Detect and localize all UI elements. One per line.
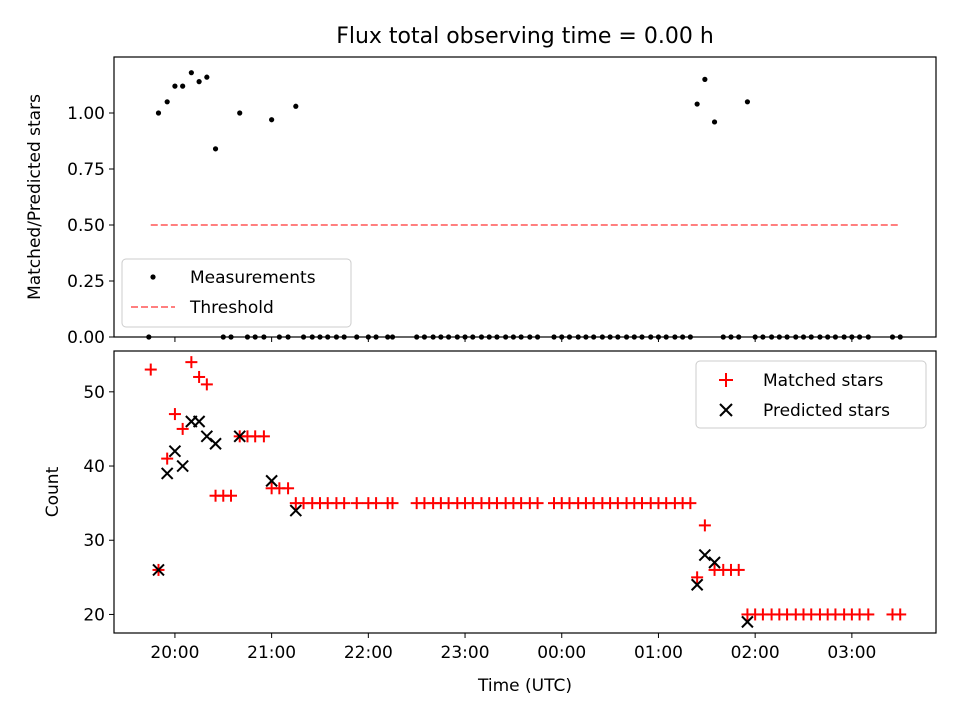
legend-measurements-label: Measurements — [190, 268, 316, 288]
matched-star-marker — [185, 356, 198, 369]
matched-star-marker — [370, 497, 383, 510]
measurement-point — [269, 117, 275, 123]
measurement-point — [212, 146, 219, 152]
bottom-xtick-label: 00:00 — [537, 643, 586, 663]
top-ytick-label: 0.25 — [67, 272, 105, 292]
measurement-point — [196, 79, 202, 85]
matched-star-marker — [144, 363, 157, 376]
matched-star-marker — [732, 563, 745, 576]
measurement-point — [188, 70, 194, 76]
predicted-star-marker — [265, 474, 278, 488]
top-ytick-label: 1.00 — [67, 104, 105, 124]
predicted-star-marker — [708, 556, 721, 569]
bottom-axes-frame — [113, 350, 937, 634]
top-axes-frame — [113, 56, 937, 338]
bottom-xtick-label: 02:00 — [731, 643, 780, 663]
legend-predicted-label: Predicted stars — [763, 401, 890, 421]
measurement-point — [694, 101, 700, 107]
bottom-yticks: 20 30 40 50 — [83, 383, 114, 625]
top-xticks — [174, 337, 853, 342]
bottom-xtick-label: 23:00 — [441, 643, 490, 663]
measurement-point — [164, 99, 170, 105]
legend-threshold-label: Threshold — [189, 298, 274, 318]
top-legend: Measurements Threshold — [121, 258, 352, 328]
bottom-xtick-label: 20:00 — [150, 643, 199, 663]
bottom-ytick-label: 20 — [83, 605, 105, 625]
predicted-markers-layer — [152, 415, 754, 629]
matched-star-marker — [161, 452, 174, 465]
bottom-ytick-label: 50 — [83, 383, 105, 403]
matched-star-marker — [257, 430, 270, 443]
measurement-point — [172, 83, 178, 89]
top-ylabel: Matched/Predicted stars — [25, 94, 45, 300]
measurement-point — [204, 74, 210, 80]
matched-star-marker — [691, 571, 704, 584]
measurement-point — [293, 103, 299, 109]
predicted-star-marker — [209, 437, 222, 450]
matched-star-marker — [338, 497, 351, 510]
top-ytick-label: 0.75 — [67, 160, 105, 180]
top-legend-box — [121, 258, 352, 328]
predicted-star-marker — [152, 563, 165, 577]
predicted-star-marker — [233, 430, 246, 443]
bottom-legend-box — [695, 360, 927, 429]
matched-star-marker — [894, 608, 907, 621]
predicted-star-marker — [289, 504, 303, 517]
matched-star-marker — [531, 497, 544, 510]
predicted-star-marker — [741, 615, 754, 629]
bottom-panel: Count 20 30 40 50 20:00 21:00 22:00 23:00 00:00… — [43, 350, 937, 696]
bottom-xticks: 20:00 21:00 22:00 23:00 00:00 01:00 02:00 03:00 — [150, 633, 876, 663]
legend-measurements-marker — [150, 274, 156, 280]
bottom-xtick-label: 01:00 — [634, 643, 683, 663]
bottom-ytick-label: 30 — [83, 531, 105, 551]
bottom-xtick-label: 03:00 — [827, 643, 876, 663]
bottom-xlabel: Time (UTC) — [477, 676, 572, 696]
top-yticks: 0.00 0.25 0.50 0.75 1.00 — [67, 104, 114, 348]
matched-star-marker — [168, 408, 181, 421]
legend-matched-marker — [719, 373, 733, 387]
matched-star-marker — [350, 497, 363, 510]
measurement-point — [237, 110, 243, 116]
matched-star-marker — [225, 489, 238, 502]
measurement-point — [702, 76, 708, 82]
matched-star-marker — [698, 519, 711, 532]
bottom-ylabel: Count — [43, 466, 63, 517]
top-ytick-label: 0.50 — [67, 216, 105, 236]
bottom-legend: Matched stars Predicted stars — [695, 360, 927, 429]
bottom-xtick-label: 21:00 — [247, 643, 296, 663]
predicted-star-marker — [698, 548, 712, 562]
predicted-star-marker — [168, 444, 182, 458]
matched-star-marker — [282, 482, 295, 495]
predicted-star-marker — [690, 578, 704, 591]
measurement-point — [744, 99, 751, 105]
predicted-star-marker — [160, 467, 174, 480]
matched-star-marker — [684, 497, 697, 510]
top-ytick-label: 0.00 — [67, 328, 105, 348]
bottom-xtick-label: 22:00 — [344, 643, 393, 663]
matched-star-marker — [862, 608, 875, 621]
top-title: Flux total observing time = 0.00 h — [336, 24, 714, 49]
measurement-point — [155, 110, 162, 116]
predicted-star-marker — [176, 459, 189, 473]
matched-star-marker — [200, 378, 213, 391]
matched-markers-layer — [144, 356, 907, 621]
measurement-point — [711, 119, 718, 125]
matched-star-marker — [176, 422, 189, 435]
matched-star-marker — [386, 497, 399, 510]
top-panel: Flux total observing time = 0.00 h Match… — [25, 24, 937, 348]
legend-matched-label: Matched stars — [763, 371, 883, 391]
measurement-point — [180, 83, 186, 89]
bottom-ytick-label: 40 — [83, 457, 105, 477]
matched-star-marker — [193, 370, 206, 383]
legend-predicted-marker — [719, 403, 733, 417]
predicted-star-marker — [192, 415, 206, 428]
